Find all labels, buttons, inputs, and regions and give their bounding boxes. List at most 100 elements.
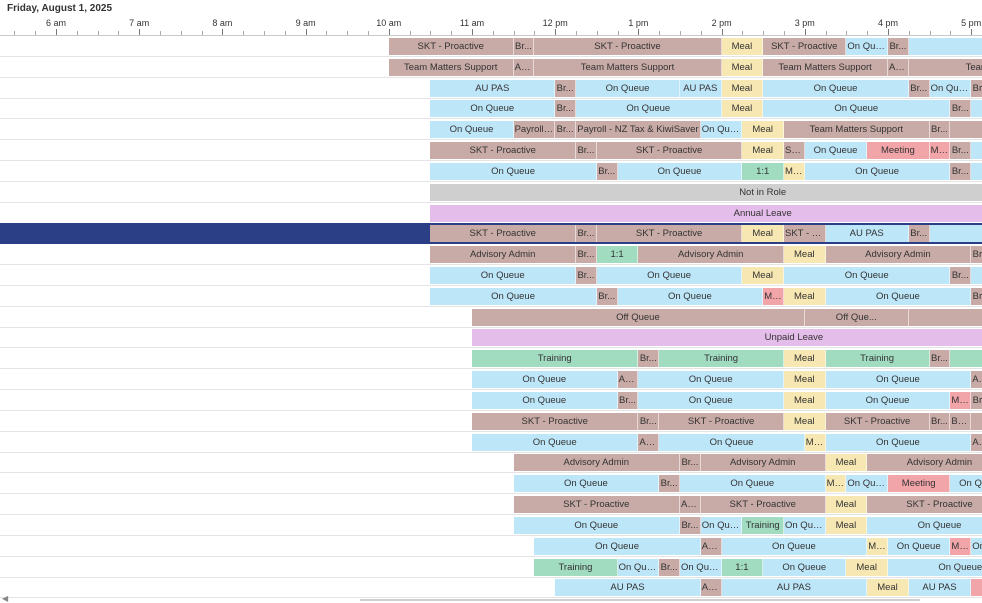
activity-leave[interactable]: Unpaid Leave: [472, 329, 982, 347]
activity-queue[interactable]: On Queue: [430, 287, 597, 305]
activity-meal[interactable]: Meal: [846, 558, 888, 576]
activity-training[interactable]: 1:1: [742, 162, 784, 180]
activity-queue[interactable]: On Queue: [825, 287, 972, 305]
activity-break[interactable]: Br...: [659, 475, 680, 493]
activity-meal[interactable]: Meal: [784, 412, 826, 430]
activity-queue[interactable]: On Queue: [576, 100, 722, 118]
activity-break[interactable]: Br...: [680, 454, 701, 472]
activity-skt[interactable]: SKT - Proactive: [700, 496, 826, 514]
activity-skt[interactable]: SKT - Proactive: [430, 142, 576, 160]
activity-skt[interactable]: SKT - Proactive: [596, 225, 743, 243]
activity-queue[interactable]: On Queue: [576, 79, 680, 97]
activity-skt[interactable]: Payroll - NZ Tax & KiwiSaver: [576, 121, 701, 139]
activity-meal[interactable]: Meal: [784, 371, 826, 389]
schedule-row[interactable]: On Queue Br... On Queue Meal On Que... Meetin…: [0, 473, 982, 495]
activity-queue[interactable]: AU PAS: [680, 79, 722, 97]
activity-queue[interactable]: On Queue: [472, 371, 618, 389]
schedule-row[interactable]: On Queue Br... On Queue Me... Meal On Queue Br…: [0, 286, 982, 307]
activity-training[interactable]: Training: [742, 516, 784, 534]
activity-skt[interactable]: SKT - Proactive: [430, 225, 576, 243]
activity-break[interactable]: Br...: [576, 267, 597, 285]
activity-break[interactable]: Br...: [929, 412, 951, 430]
activity-queue[interactable]: On Que...: [680, 558, 722, 576]
activity-training[interactable]: 1:1: [596, 246, 639, 264]
activity-training[interactable]: Training: [950, 350, 982, 368]
activity-queue[interactable]: On Queue: [867, 516, 982, 534]
activity-queue[interactable]: On Que...: [617, 558, 660, 576]
schedule-row[interactable]: Advisory Admin Br... 1:1 Advisory Admin Meal…: [0, 244, 982, 266]
activity-break[interactable]: Br...: [908, 225, 930, 243]
activity-skt[interactable]: Off Queue: [908, 308, 982, 326]
activity-skt[interactable]: SKT - Proactive: [659, 412, 784, 430]
activity-meeting[interactable]: Meeting: [888, 475, 951, 493]
activity-queue[interactable]: On Queue: [763, 100, 951, 118]
activity-queue[interactable]: On Queue: [472, 391, 618, 409]
activity-break[interactable]: Br...: [950, 267, 972, 285]
activity-break[interactable]: AD...: [617, 371, 639, 389]
activity-skt[interactable]: Team Matters Support: [763, 58, 888, 76]
activity-skt[interactable]: Team Matters Support: [908, 58, 982, 76]
activity-skt[interactable]: SKT - Proactive: [825, 412, 930, 430]
schedule-row[interactable]: SKT - Proactive Br... SKT - Proactive Meal S…: [0, 140, 982, 162]
activity-skt[interactable]: SK...: [784, 142, 805, 160]
activity-queue[interactable]: On Queue: [971, 100, 982, 118]
activity-meeting[interactable]: Me...: [763, 287, 784, 305]
schedule-row[interactable]: SKT - Proactive Br... SKT - Proactive Meal S…: [0, 411, 982, 432]
activity-break[interactable]: Br...: [596, 162, 618, 180]
schedule-row[interactable]: Unpaid Leave: [0, 327, 982, 349]
activity-meal[interactable]: Meal: [721, 79, 764, 97]
activity-skt[interactable]: Payroll -...: [513, 121, 556, 139]
schedule-row[interactable]: On Queue Br... On Que... Training On Queue Me…: [0, 515, 982, 536]
schedule-row[interactable]: Advisory Admin Br... Advisory Admin Meal Adv…: [0, 452, 982, 474]
activity-break[interactable]: Br...: [555, 121, 576, 139]
activity-queue[interactable]: On Que...: [929, 79, 972, 97]
activity-break[interactable]: Br...: [680, 516, 701, 534]
scroll-left-icon[interactable]: ◀: [2, 594, 9, 603]
activity-break[interactable]: AD...: [971, 433, 982, 451]
activity-skt[interactable]: Off Que...: [804, 308, 909, 326]
schedule-row[interactable]: On Queue Br... On Queue 1:1 Meal On Queue Br..…: [0, 161, 982, 182]
activity-break[interactable]: Br...: [555, 100, 576, 118]
activity-queue[interactable]: AU PAS: [825, 225, 909, 243]
activity-break[interactable]: Br...: [929, 350, 951, 368]
schedule-row[interactable]: Training On Que... Br... On Que... 1:1 On Que…: [0, 557, 982, 578]
activity-break[interactable]: AD...: [513, 58, 535, 76]
activity-queue[interactable]: On Queue: [971, 537, 982, 555]
activity-break[interactable]: AD...: [700, 537, 722, 555]
activity-queue[interactable]: On Queue: [638, 371, 784, 389]
activity-meal[interactable]: Meal: [721, 58, 764, 76]
activity-meal[interactable]: Meal: [825, 454, 868, 472]
activity-meal[interactable]: Meal: [742, 121, 784, 139]
activity-training[interactable]: Training: [534, 558, 618, 576]
activity-meal[interactable]: Meal: [867, 579, 909, 597]
activity-break[interactable]: Br...: [576, 246, 597, 264]
activity-notinrole[interactable]: Not in Role: [430, 183, 982, 201]
schedule-row[interactable]: On Queue Payroll -... Br... Payroll - NZ Ta…: [0, 119, 982, 141]
activity-leave[interactable]: Annual Leave: [430, 204, 982, 222]
activity-break[interactable]: Br...: [617, 391, 639, 409]
activity-skt[interactable]: Advisory Admin: [825, 246, 972, 264]
schedule-row[interactable]: Not in Role: [0, 182, 982, 203]
activity-break[interactable]: Br...: [576, 142, 597, 160]
activity-skt[interactable]: SKT - Proactive: [763, 38, 847, 55]
activity-queue[interactable]: On Queue: [513, 475, 660, 493]
activity-queue[interactable]: On Queue: [971, 267, 982, 285]
activity-meal[interactable]: Meal: [784, 391, 826, 409]
activity-break[interactable]: AD...: [680, 496, 701, 514]
activity-queue[interactable]: On Queue: [534, 537, 701, 555]
activity-break[interactable]: Br...: [659, 558, 680, 576]
activity-training[interactable]: Training: [472, 350, 639, 368]
activity-meeting[interactable]: Me...: [950, 391, 972, 409]
activity-break[interactable]: Br...: [950, 100, 972, 118]
activity-queue[interactable]: On Queue: [804, 162, 951, 180]
activity-break[interactable]: Br...: [950, 162, 972, 180]
schedule-row[interactable]: On Queue Br... On Queue Meal On Queue Me... Br…: [0, 390, 982, 411]
activity-meal[interactable]: Meal: [825, 496, 868, 514]
activity-skt[interactable]: Advisory Admin: [638, 246, 784, 264]
activity-queue[interactable]: On Que...: [846, 475, 888, 493]
activity-break[interactable]: Br...: [555, 79, 576, 97]
activity-queue[interactable]: On Queue: [659, 433, 805, 451]
